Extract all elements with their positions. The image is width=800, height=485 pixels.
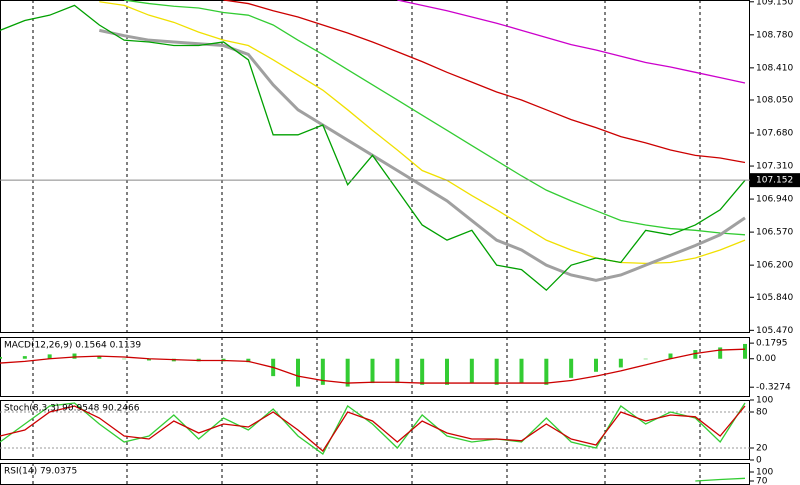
last-price-box	[750, 173, 800, 188]
histogram-bar	[370, 358, 375, 384]
series-line	[0, 402, 746, 455]
histogram-bar	[22, 356, 27, 359]
histogram-bar	[345, 358, 350, 387]
histogram-bar	[395, 358, 400, 384]
histogram-bar	[618, 358, 623, 368]
y-tick-label: 108.050	[756, 95, 793, 105]
histogram-bar	[743, 343, 747, 359]
panel-title: Stoch(8,3,3) 90.9548 90.2466	[4, 404, 140, 414]
y-tick-label: -0.3274	[756, 383, 791, 393]
histogram-bar	[668, 353, 673, 359]
y-tick-label: 0.00	[756, 354, 776, 364]
y-tick-label: 100	[756, 468, 773, 478]
panel-frame	[0, 337, 750, 397]
histogram-bar	[47, 354, 52, 359]
y-tick-label: 106.570	[756, 228, 793, 238]
histogram-bar	[72, 353, 77, 359]
y-tick-label: 105.840	[756, 293, 793, 303]
series-line	[397, 0, 746, 84]
y-tick-label: 80	[756, 408, 768, 418]
y-tick-label: 70	[756, 477, 768, 485]
panel-title: MACD(12,26,9) 0.1564 0.1139	[4, 341, 141, 351]
histogram-bar	[569, 358, 574, 378]
histogram-bar	[445, 358, 449, 385]
y-tick-label: 106.940	[756, 195, 793, 205]
y-tick-label: 100	[756, 396, 773, 406]
histogram-bar	[643, 358, 648, 360]
y-tick-label: 107.310	[756, 162, 793, 172]
y-tick-label: 106.200	[756, 261, 793, 271]
series-line	[0, 4, 746, 292]
histogram-bar	[494, 358, 499, 385]
histogram-bar	[246, 358, 251, 363]
series-line	[223, 0, 746, 164]
histogram-bar	[320, 358, 325, 385]
series-line	[99, 1, 746, 265]
last-price-label: 107.152	[756, 176, 793, 186]
y-tick-label: 107.680	[756, 129, 793, 139]
histogram-bar	[544, 358, 549, 385]
series-line	[695, 477, 746, 482]
histogram-bar	[97, 356, 102, 359]
histogram-bar	[122, 358, 127, 360]
y-tick-label: 0	[756, 456, 762, 466]
histogram-bar	[0, 357, 2, 359]
histogram-bar	[147, 358, 151, 361]
histogram-bar	[296, 358, 300, 387]
y-tick-label: 108.780	[756, 30, 793, 40]
y-tick-label: 0.1795	[756, 339, 788, 349]
panel-frame	[0, 400, 750, 460]
panel-frame	[0, 0, 750, 333]
histogram-bar	[420, 358, 425, 385]
histogram-bar	[469, 358, 474, 384]
histogram-bar	[519, 358, 524, 384]
y-tick-label: 108.410	[756, 63, 793, 73]
y-tick-label: 105.470	[756, 326, 793, 336]
panel-title: RSI(14) 79.0375	[4, 467, 77, 477]
series-line	[0, 348, 746, 384]
series-line	[124, 0, 746, 236]
histogram-bar	[594, 358, 598, 372]
series-line	[0, 405, 746, 452]
y-tick-label: 109.150	[756, 0, 793, 7]
histogram-bar	[718, 347, 723, 359]
histogram-bar	[693, 350, 698, 359]
y-tick-label: 20	[756, 444, 768, 454]
